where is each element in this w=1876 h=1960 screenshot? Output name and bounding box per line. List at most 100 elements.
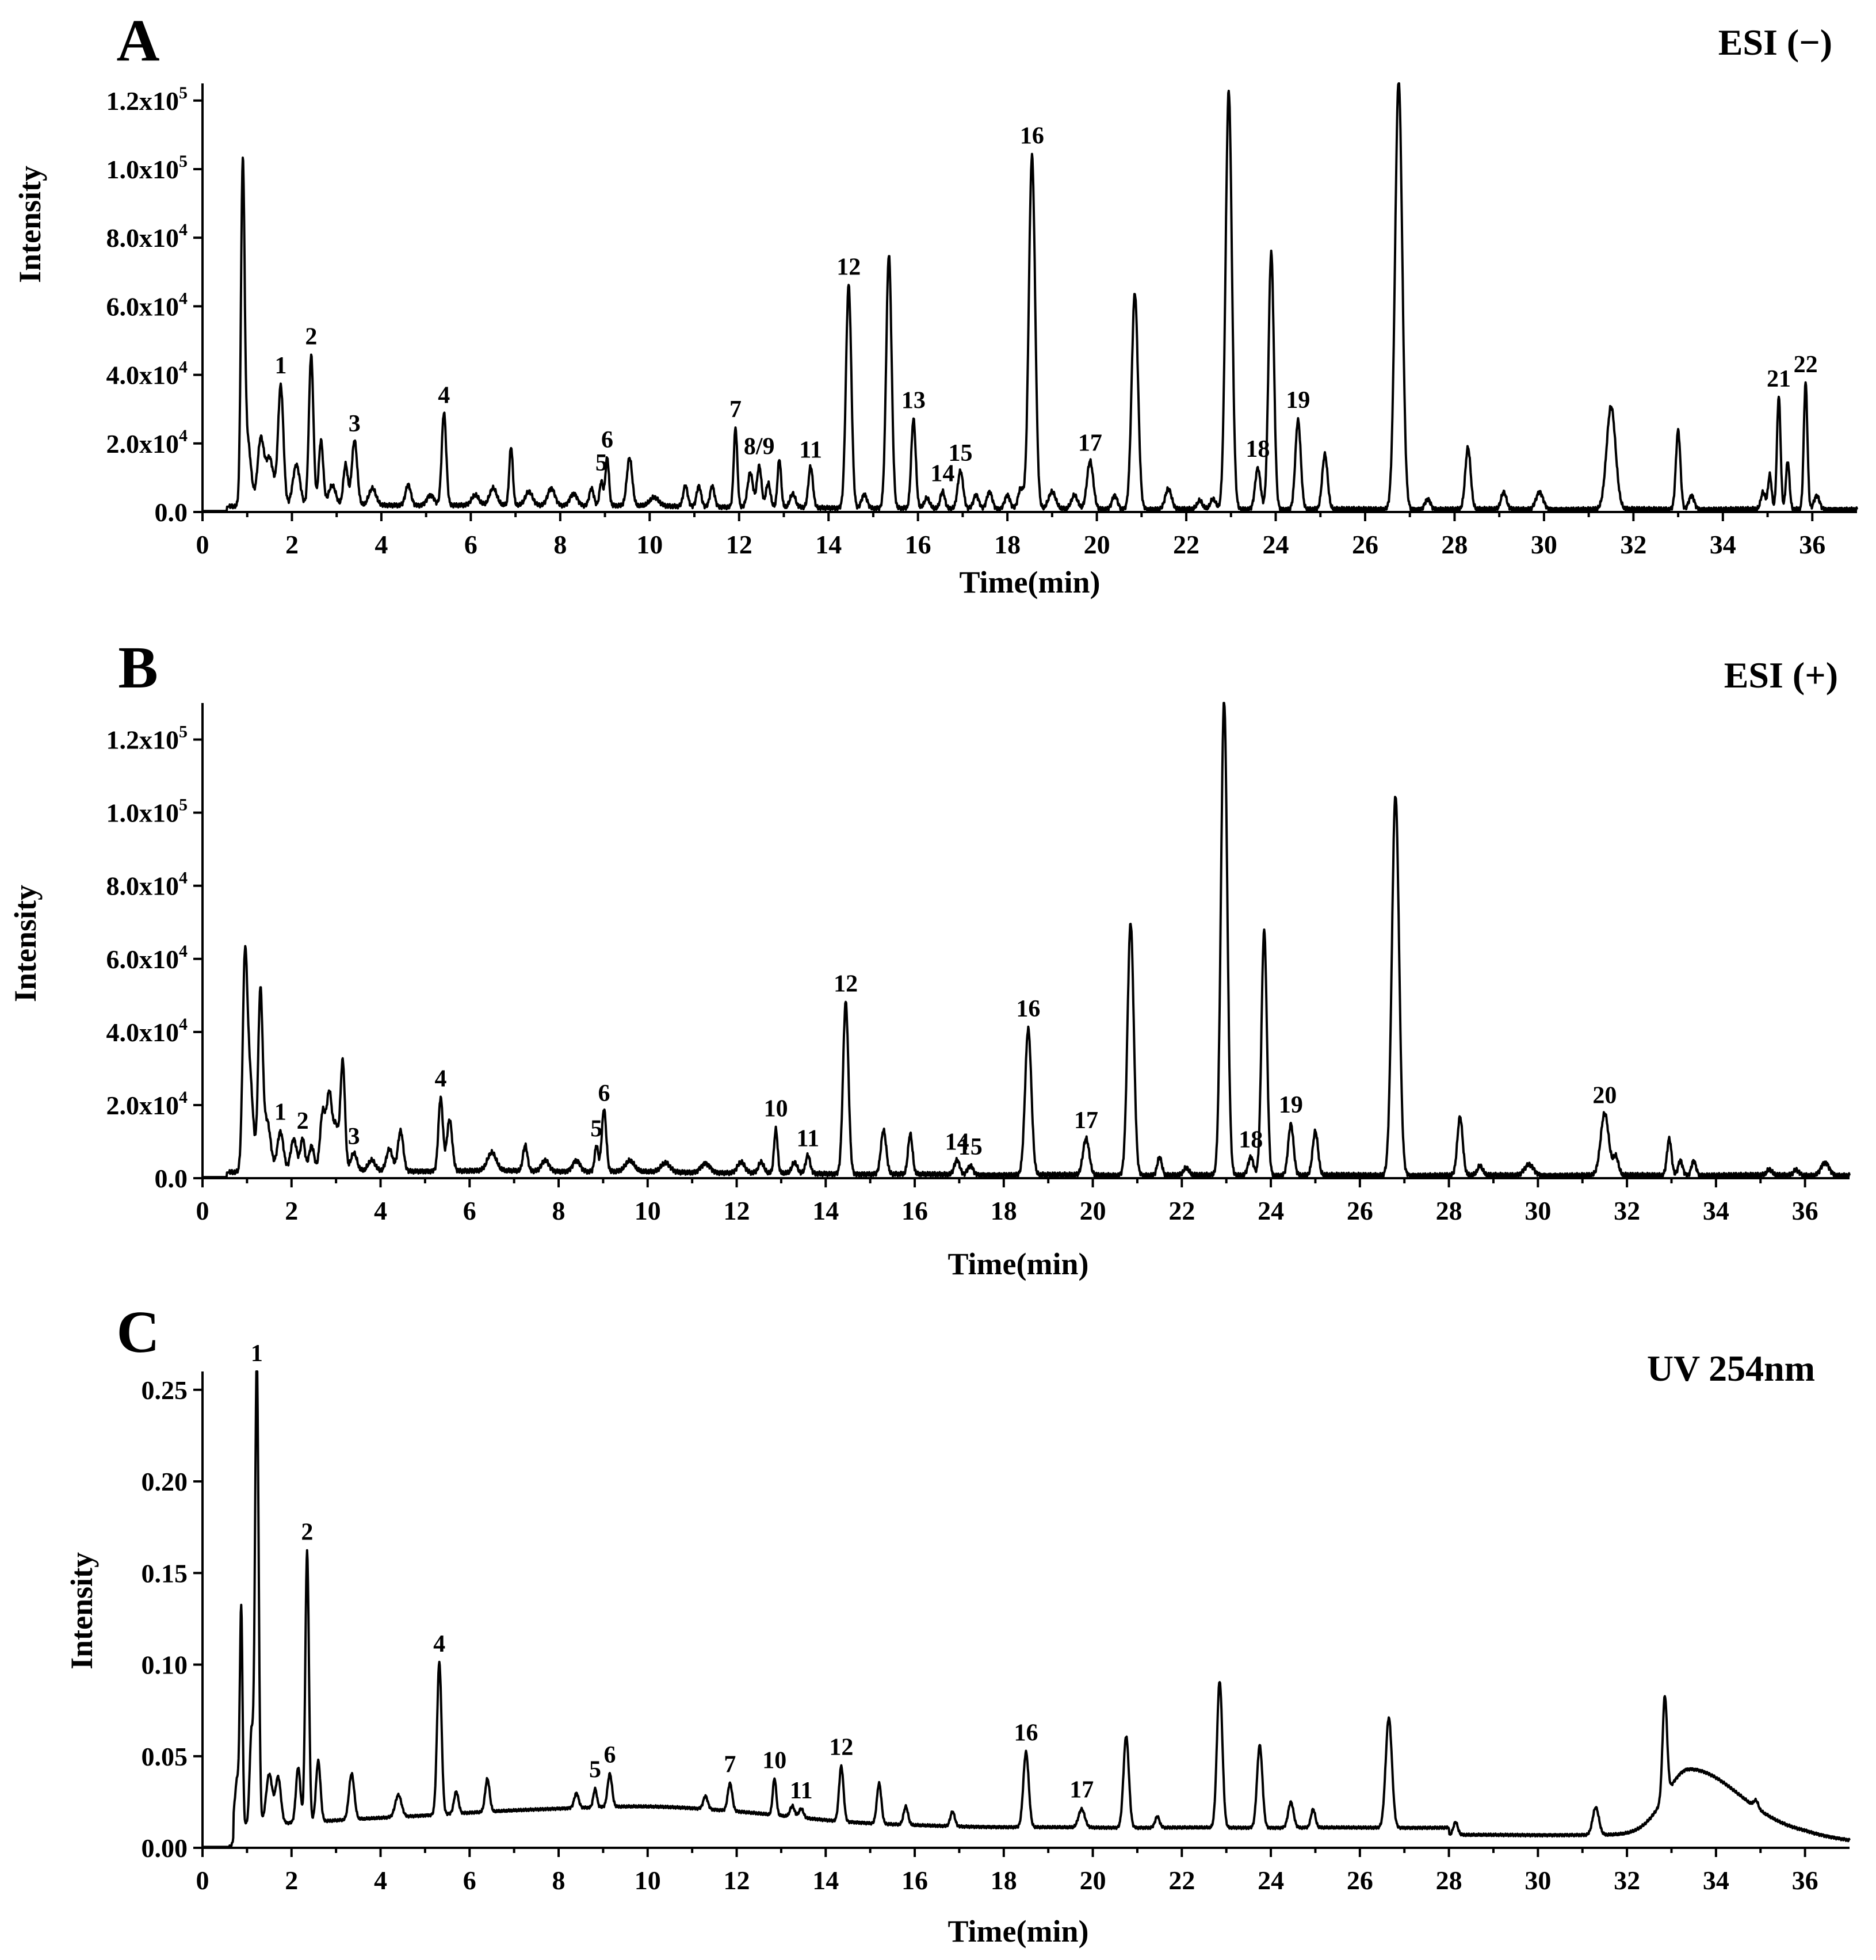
y-tick-label: 8.0x104 [106, 869, 188, 901]
x-tick-label: 34 [1703, 1196, 1729, 1225]
y-tick-mantissa: 8.0x10 [106, 872, 179, 901]
y-tick-label: 4.0x104 [106, 1015, 188, 1047]
x-tick-label: 8 [552, 1866, 566, 1895]
y-tick-exponent: 5 [179, 723, 188, 742]
peak-label: 17 [1078, 430, 1102, 457]
y-tick-mantissa: 0.25 [142, 1376, 188, 1405]
peak-label: 20 [1592, 1083, 1617, 1109]
x-tick-label: 20 [1084, 530, 1110, 559]
x-tick-label: 22 [1168, 1196, 1195, 1225]
y-tick-mantissa: 0.00 [142, 1833, 188, 1863]
peak-label: 4 [438, 383, 450, 409]
x-tick-label: 12 [726, 530, 752, 559]
y-tick-label: 0.10 [142, 1650, 188, 1680]
peak-label: 1 [274, 1099, 286, 1125]
y-tick-exponent: 4 [179, 289, 188, 308]
y-tick-mantissa: 4.0x10 [106, 1018, 179, 1047]
x-tick-label: 14 [812, 1866, 839, 1895]
x-tick-label: 32 [1614, 1196, 1640, 1225]
peak-label: 6 [601, 427, 613, 453]
x-tick-label: 28 [1436, 1866, 1462, 1895]
peak-label: 18 [1245, 436, 1270, 463]
y-tick-exponent: 4 [179, 869, 188, 888]
peak-label: 14 [945, 1129, 969, 1156]
y-tick-exponent: 4 [179, 942, 188, 961]
x-tick-label: 8 [553, 530, 567, 559]
x-tick-label: 32 [1620, 530, 1646, 559]
peak-label: 5 [595, 450, 607, 476]
y-tick-label: 0.0 [155, 1164, 188, 1193]
peak-label: 5 [589, 1757, 601, 1783]
x-tick-label: 34 [1710, 530, 1736, 559]
y-tick-label: 1.2x105 [106, 83, 188, 116]
y-tick-mantissa: 0.15 [142, 1558, 188, 1588]
x-tick-label: 10 [635, 1196, 661, 1225]
y-tick-mantissa: 1.0x10 [106, 155, 179, 184]
y-tick-label: 0.15 [142, 1558, 188, 1588]
y-tick-label: 6.0x104 [106, 942, 188, 974]
x-tick-label: 16 [901, 1196, 928, 1225]
chromatogram-trace [201, 82, 1858, 513]
y-axis-title: Intensity [13, 166, 47, 283]
peak-label: 10 [762, 1748, 786, 1774]
peak-label: 19 [1286, 387, 1310, 414]
y-tick-exponent: 4 [179, 220, 188, 239]
x-tick-label: 16 [905, 530, 931, 559]
y-tick-mantissa: 6.0x10 [106, 292, 179, 321]
peak-label: 7 [724, 1752, 736, 1778]
peak-label: 10 [764, 1096, 788, 1122]
y-tick-mantissa: 1.2x10 [106, 86, 179, 116]
peak-label: 17 [1069, 1776, 1094, 1803]
x-axis-title: Time(min) [948, 1247, 1089, 1281]
x-tick-label: 12 [724, 1866, 750, 1895]
y-tick-label: 0.25 [142, 1376, 188, 1405]
panel-b-esi-positive: B ESI (+)0 2 4 6 8 10 12 14 16 18 20 22 24 26 28 30 32 34 3… [8, 635, 1851, 1281]
x-tick-label: 0 [196, 1866, 209, 1895]
x-tick-label: 28 [1441, 530, 1468, 559]
y-axis-title: Intensity [8, 885, 43, 1002]
x-tick-label: 14 [815, 530, 842, 559]
x-tick-label: 18 [991, 1196, 1017, 1225]
peak-label: 7 [729, 396, 742, 423]
x-axis-title: Time(min) [948, 1914, 1089, 1948]
peak-label: 16 [1020, 123, 1044, 150]
x-tick-label: 36 [1792, 1866, 1818, 1895]
y-tick-mantissa: 2.0x10 [106, 429, 179, 459]
x-tick-label: 22 [1168, 1866, 1195, 1895]
peak-label: 6 [598, 1080, 610, 1107]
panel-a-esi-negative: A ESI (−)0 2 4 6 8 10 12 14 16 18 20 22 24 26 28 30 32 34 3… [13, 7, 1858, 599]
x-tick-label: 2 [285, 1866, 298, 1895]
y-tick-exponent: 4 [179, 1015, 188, 1034]
peak-label: 21 [1767, 366, 1791, 392]
y-tick-exponent: 5 [179, 83, 188, 102]
x-tick-label: 4 [374, 1866, 387, 1895]
peak-label: 15 [949, 440, 973, 467]
x-tick-label: 26 [1347, 1196, 1373, 1225]
x-tick-label: 6 [464, 530, 477, 559]
peak-label: 11 [790, 1778, 813, 1804]
x-tick-label: 26 [1352, 530, 1378, 559]
y-tick-mantissa: 0.0 [155, 498, 188, 527]
y-tick-mantissa: 0.0 [155, 1164, 188, 1193]
x-axis-title: Time(min) [960, 565, 1101, 599]
peak-label: 2 [301, 1519, 313, 1546]
peak-label: 3 [348, 1124, 360, 1150]
peak-label: 2 [297, 1108, 309, 1134]
peak-label: 3 [349, 411, 361, 437]
y-tick-label: 0.0 [155, 498, 188, 527]
x-tick-label: 6 [463, 1866, 476, 1895]
x-tick-label: 4 [374, 1196, 387, 1225]
peak-label: 17 [1074, 1107, 1098, 1134]
x-tick-label: 14 [812, 1196, 839, 1225]
peak-label: 19 [1279, 1092, 1303, 1118]
x-tick-label: 4 [375, 530, 388, 559]
y-tick-label: 0.00 [142, 1833, 188, 1863]
y-tick-exponent: 4 [179, 426, 188, 445]
x-tick-label: 0 [196, 1196, 209, 1225]
y-tick-exponent: 4 [179, 1088, 188, 1107]
y-tick-mantissa: 4.0x10 [106, 361, 179, 390]
y-tick-exponent: 5 [179, 796, 188, 815]
panel-letter: C [116, 1299, 159, 1365]
y-tick-mantissa: 1.0x10 [106, 798, 179, 828]
